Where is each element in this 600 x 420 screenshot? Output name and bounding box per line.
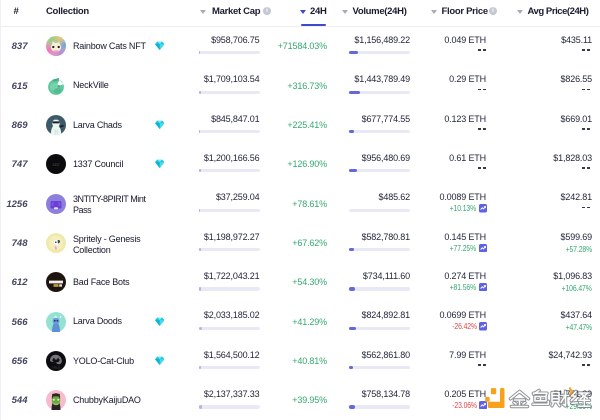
- svg-text:1337: 1337: [52, 163, 60, 167]
- svg-text:YOLO: YOLO: [52, 366, 61, 370]
